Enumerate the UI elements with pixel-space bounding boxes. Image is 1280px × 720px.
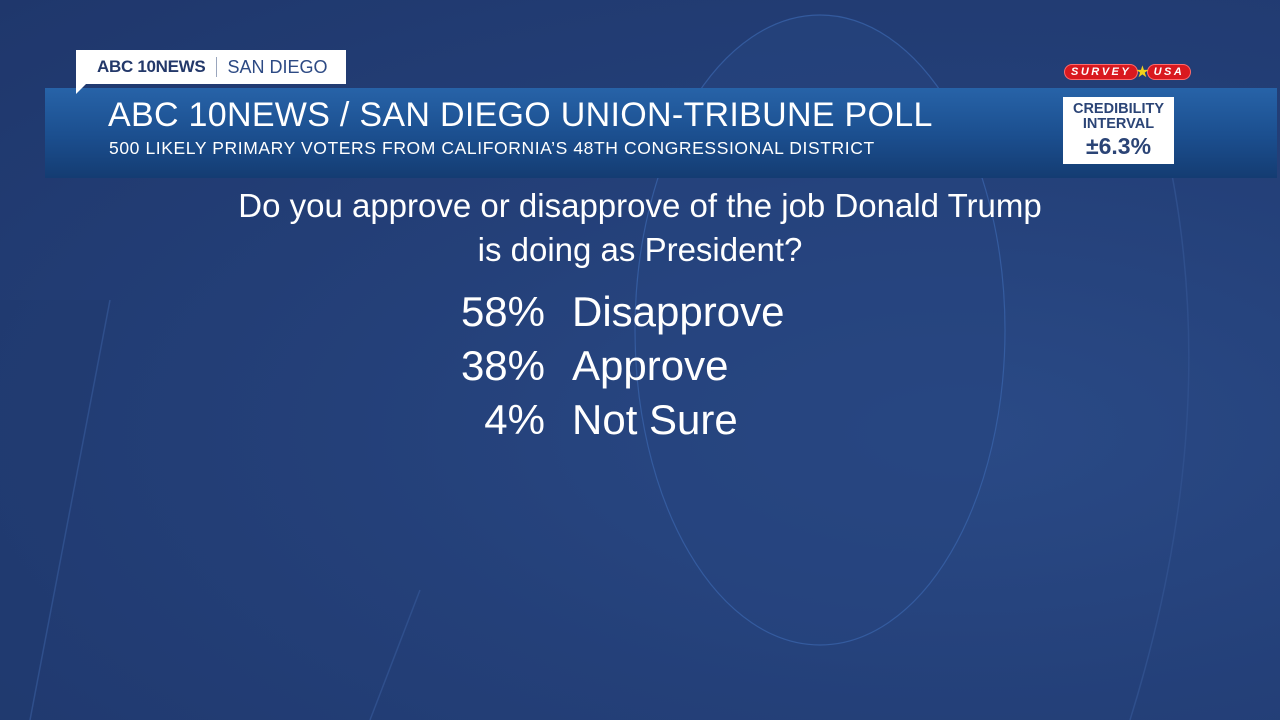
result-pct: 4% (484, 396, 545, 443)
divider (216, 57, 218, 77)
result-pct: 38% (460, 342, 545, 389)
surveyusa-left: SURVEY (1064, 64, 1139, 80)
credibility-interval-box: CREDIBILITY INTERVAL ±6.3% (1063, 97, 1174, 164)
result-label: Not Sure (572, 396, 738, 443)
surveyusa-right: USA (1146, 64, 1192, 80)
question-line2: is doing as President? (477, 231, 803, 268)
result-row: 58% Disapprove (0, 288, 1280, 340)
result-pct: 58% (460, 288, 545, 335)
station-name: ABC 10NEWS (97, 57, 206, 76)
poll-subtitle: 500 LIKELY PRIMARY VOTERS FROM CALIFORNI… (109, 138, 875, 158)
result-label: Disapprove (572, 288, 785, 335)
result-row: 4% Not Sure (0, 396, 1280, 448)
ci-label-line2: INTERVAL (1082, 116, 1155, 132)
star-icon: ★ (1135, 64, 1150, 81)
ci-value: ±6.3% (1085, 133, 1152, 159)
surveyusa-logo: SURVEY ★ USA (1064, 62, 1192, 82)
ci-label-line1: CREDIBILITY (1072, 101, 1165, 117)
result-row: 38% Approve (0, 342, 1280, 394)
station-city: SAN DIEGO (227, 56, 328, 77)
result-label: Approve (572, 342, 729, 389)
poll-question: Do you approve or disapprove of the job … (0, 184, 1280, 272)
poll-title: ABC 10NEWS / SAN DIEGO UNION-TRIBUNE POL… (108, 96, 933, 134)
question-line1: Do you approve or disapprove of the job … (238, 187, 1042, 224)
station-tag: ABC 10NEWS SAN DIEGO (76, 50, 346, 94)
